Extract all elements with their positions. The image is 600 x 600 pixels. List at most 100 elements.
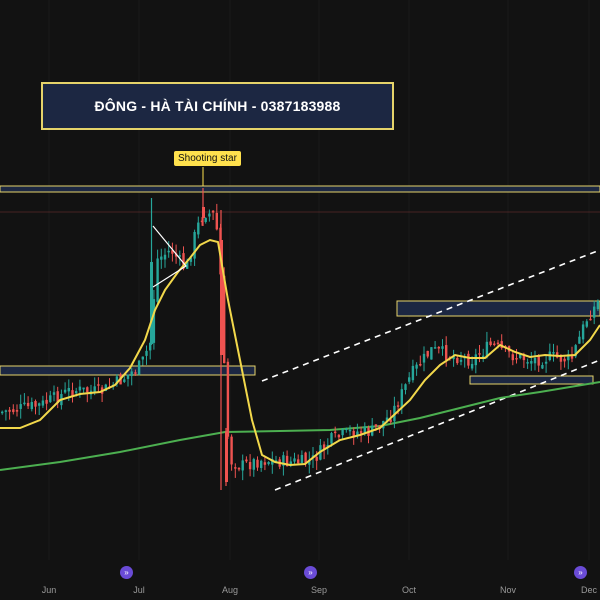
candle-up (400, 389, 403, 409)
candle-down (456, 358, 459, 364)
candle-up (156, 258, 159, 302)
candle-down (445, 345, 448, 361)
channel-lower-line (274, 359, 600, 491)
candle-up (252, 459, 255, 470)
x-tick-jun: Jun (41, 585, 57, 595)
channel-upper-line (261, 249, 600, 382)
resistance-zone-top (0, 185, 600, 193)
candle-up (267, 462, 270, 465)
candle-up (4, 410, 8, 412)
x-tick-aug: Aug (221, 585, 239, 595)
candle-down (26, 402, 30, 407)
double-chevron-right-icon[interactable]: » (574, 566, 587, 579)
candle-up (204, 218, 207, 222)
x-tick-dec: Dec (580, 585, 598, 595)
candle-down (171, 250, 174, 254)
candle-down (426, 350, 429, 357)
candle-up (585, 321, 588, 327)
candle-down (500, 341, 503, 349)
candle-down (230, 436, 233, 465)
candle-up (63, 389, 67, 393)
candle-up (19, 404, 22, 409)
candle-up (67, 387, 70, 392)
candle-down (245, 459, 248, 462)
candle-down (315, 456, 318, 461)
candle-down (174, 253, 178, 257)
candle-up (126, 374, 130, 379)
candle-up (38, 403, 41, 406)
candle-up (544, 361, 548, 364)
candle-down (226, 361, 230, 437)
candle-down (297, 459, 300, 464)
candle-down (467, 353, 470, 366)
candle-up (408, 377, 411, 382)
candle-down (248, 462, 252, 470)
candle-down (374, 424, 378, 427)
candle-up (93, 386, 96, 393)
candle-up (385, 417, 389, 423)
candle-up (363, 426, 366, 434)
candle-down (304, 452, 307, 464)
slow-moving-average (0, 381, 600, 471)
candle-up (308, 461, 311, 465)
candle-down (337, 434, 341, 438)
candle-up (452, 355, 455, 360)
candle-up (552, 352, 555, 354)
candle-down (389, 419, 392, 422)
candle-down (396, 405, 400, 407)
candle-down (86, 387, 89, 393)
trend-channel (261, 249, 600, 491)
candlesticks (1, 188, 600, 490)
double-chevron-right-icon[interactable]: » (120, 566, 133, 579)
candle-up (593, 306, 596, 318)
candle-up (78, 386, 82, 391)
candle-down (559, 355, 563, 362)
candle-up (274, 460, 278, 462)
candle-up (345, 428, 348, 431)
x-tick-sep: Sep (310, 585, 328, 595)
candle-down (225, 432, 228, 482)
candle-up (82, 387, 85, 390)
candle-up (293, 458, 296, 462)
candle-up (208, 213, 211, 217)
candle-up (23, 402, 26, 405)
candle-down (359, 431, 363, 434)
candle-down (223, 275, 226, 364)
pattern-annotations (152, 167, 204, 288)
candle-down (202, 207, 205, 218)
candle-down (12, 409, 15, 413)
candle-down (515, 358, 518, 360)
candle-down (352, 430, 355, 438)
fast-moving-average (0, 238, 600, 467)
candle-down (237, 467, 241, 470)
candle-up (567, 354, 570, 361)
candle-down (234, 467, 237, 469)
double-chevron-right-icon[interactable]: » (304, 566, 317, 579)
candle-up (241, 460, 244, 471)
resistance-zone-right (396, 300, 600, 317)
candle-up (356, 431, 359, 436)
candle-up (30, 402, 33, 410)
x-tick-oct: Oct (401, 585, 417, 595)
candle-up (341, 429, 344, 436)
candle-up (186, 261, 189, 269)
candle-down (478, 353, 481, 355)
candle-down (378, 425, 381, 429)
candle-up (415, 364, 418, 369)
candle-up (130, 371, 133, 377)
candle-up (167, 250, 170, 253)
candle-up (411, 365, 415, 381)
candle-down (182, 253, 185, 269)
candle-down (419, 363, 422, 366)
candle-down (45, 399, 48, 404)
candle-down (263, 462, 267, 465)
candle-down (322, 444, 326, 450)
candle-up (123, 379, 126, 382)
candle-up (422, 353, 426, 363)
candle-down (8, 409, 11, 412)
fast-ma-line (0, 238, 600, 467)
candle-up (49, 395, 52, 403)
candle-down (200, 220, 204, 223)
candle-up (596, 301, 600, 310)
